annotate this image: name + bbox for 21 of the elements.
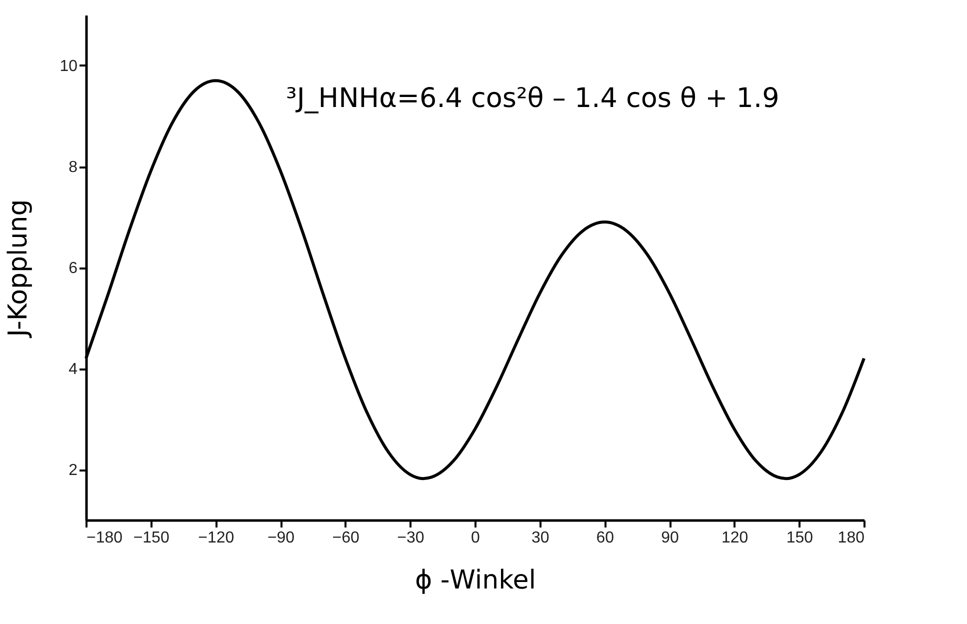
x-tick-label: 180 xyxy=(838,530,865,546)
y-axis-title: J-Kopplung xyxy=(4,199,34,339)
x-tick-label: 0 xyxy=(471,530,480,546)
x-tick-label: 150 xyxy=(786,530,814,546)
x-tick-label: 60 xyxy=(596,530,614,546)
x-tick-label: 120 xyxy=(721,530,748,546)
y-tick-label: 2 xyxy=(68,462,78,479)
annotation: ³J_HNHα=6.4 cos²θ – 1.4 cos θ + 1.9 xyxy=(286,83,780,114)
y-tick-label: 4 xyxy=(68,361,78,378)
y-tick-label: 6 xyxy=(68,260,78,277)
y-tick-label: 10 xyxy=(60,58,78,75)
x-tick-label: −60 xyxy=(332,530,360,546)
y-tick-label: 8 xyxy=(68,159,78,176)
x-tick-label: −180 xyxy=(86,530,123,546)
x-axis-title: ϕ -Winkel xyxy=(415,566,536,596)
x-tick-label: 30 xyxy=(531,530,550,546)
x-tick-label: −120 xyxy=(198,530,234,546)
x-tick-label: −90 xyxy=(267,530,295,546)
x-tick-label: −30 xyxy=(397,530,424,546)
x-tick-label: 90 xyxy=(661,530,679,546)
x-tick-label: −150 xyxy=(133,530,170,546)
